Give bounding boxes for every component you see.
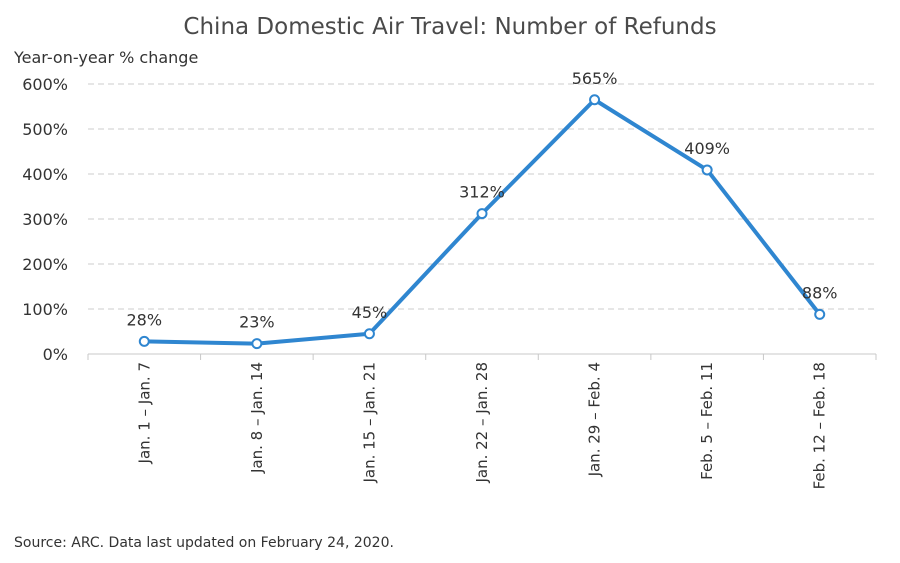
data-label: 312%	[459, 183, 505, 202]
data-label: 28%	[127, 310, 163, 329]
source-note: Source: ARC. Data last updated on Februa…	[14, 535, 394, 551]
y-tick-label: 100%	[22, 300, 68, 319]
x-tick-label: Feb. 5 – Feb. 11	[698, 362, 716, 480]
x-tick-label: Jan. 8 – Jan. 14	[248, 362, 266, 474]
y-tick-label: 0%	[43, 345, 68, 364]
y-tick-label: 300%	[22, 210, 68, 229]
x-tick-label: Jan. 15 – Jan. 21	[360, 362, 378, 484]
chart-title: China Domestic Air Travel: Number of Ref…	[183, 14, 717, 40]
data-point	[814, 308, 826, 320]
y-tick-label: 600%	[22, 75, 68, 94]
y-axis-ticks: 0% 100% 200% 300% 400% 500% 600%	[22, 75, 68, 364]
x-tick-label: Jan. 1 – Jan. 7	[135, 362, 153, 464]
data-point	[701, 164, 713, 176]
data-point	[138, 335, 150, 347]
x-tick-label: Feb. 12 – Feb. 18	[811, 362, 829, 489]
x-tick-label: Jan. 29 – Feb. 4	[586, 362, 604, 477]
series-layer	[138, 94, 826, 350]
series-line	[142, 97, 822, 346]
data-label: 88%	[802, 283, 838, 302]
data-label: 565%	[572, 69, 618, 88]
data-point	[363, 328, 375, 340]
data-label: 409%	[684, 139, 730, 158]
y-tick-label: 500%	[22, 120, 68, 139]
data-point	[589, 94, 601, 106]
y-tick-label: 400%	[22, 165, 68, 184]
x-axis-ticks: Jan. 1 – Jan. 7 Jan. 8 – Jan. 14 Jan. 15 –…	[87, 354, 877, 489]
data-label: 23%	[239, 313, 275, 332]
y-axis-label: Year-on-year % change	[14, 48, 199, 67]
data-label: 45%	[352, 303, 388, 322]
data-point	[476, 208, 488, 220]
data-labels: 28% 23% 45% 312% 565% 409% 88%	[127, 69, 838, 332]
x-tick-label: Jan. 22 – Jan. 28	[473, 362, 491, 484]
y-tick-label: 200%	[22, 255, 68, 274]
data-point	[251, 338, 263, 350]
